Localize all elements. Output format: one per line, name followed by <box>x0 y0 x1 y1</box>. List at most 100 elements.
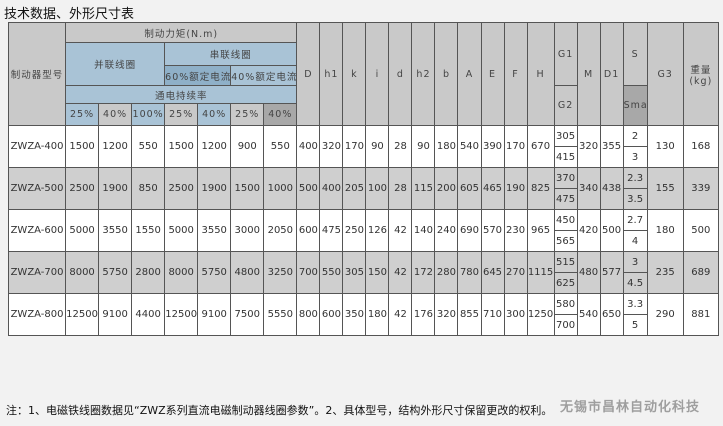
dim-cell: 42 <box>388 209 413 252</box>
dim-cell: 140 <box>411 209 436 252</box>
torque-cell: 2500 <box>164 167 199 210</box>
torque-cell: 1550 <box>131 209 166 252</box>
weight-cell: 500 <box>682 209 720 252</box>
header-series: 串联线圈 <box>164 42 298 66</box>
dim-cell: 300 <box>503 293 528 336</box>
header-k: k <box>342 22 367 126</box>
weight-cell: 881 <box>682 293 720 336</box>
table-row: ZWZA-600 5000 3550 1550 5000 3550 3000 2050 600 4… <box>7 209 720 252</box>
watermark-text: 无锡市昌林自动化科技 <box>560 400 701 415</box>
m-cell: 340 <box>576 167 601 210</box>
g2-cell: 475 <box>553 188 578 210</box>
g3-cell: 130 <box>646 125 684 168</box>
dim-cell: 670 <box>526 125 555 168</box>
model-cell: ZWZA-800 <box>7 293 67 336</box>
dim-cell: 965 <box>526 209 555 252</box>
weight-cell: 689 <box>682 251 720 294</box>
header-duty-5: 25% <box>230 103 265 126</box>
model-cell: ZWZA-600 <box>7 209 67 252</box>
header-duty: 通电持续率 <box>65 85 298 104</box>
model-cell: ZWZA-500 <box>7 167 67 210</box>
torque-cell: 3550 <box>197 209 232 252</box>
page-title: 技术数据、外形尺寸表 <box>4 7 135 22</box>
dim-cell: 280 <box>434 251 459 294</box>
d1-cell: 500 <box>599 209 624 252</box>
dim-cell: 465 <box>480 167 505 210</box>
m-cell: 420 <box>576 209 601 252</box>
torque-cell: 2050 <box>263 209 298 252</box>
dim-cell: 28 <box>388 125 413 168</box>
header-h1: h1 <box>319 22 344 126</box>
dim-cell: 42 <box>388 293 413 336</box>
g3-cell: 155 <box>646 167 684 210</box>
smax-cell: 5 <box>622 314 648 336</box>
header-series-60: 60%额定电流 <box>164 65 232 86</box>
dim-cell: 115 <box>411 167 436 210</box>
footnote: 注：1、电磁铁线圈数据见“ZWZ系列直流电磁制动器线圈参数”。2、具体型号，结构… <box>6 404 553 417</box>
torque-cell: 12500 <box>164 293 199 336</box>
torque-cell: 8000 <box>65 251 100 294</box>
d1-cell: 650 <box>599 293 624 336</box>
m-cell: 320 <box>576 125 601 168</box>
dim-cell: 90 <box>365 125 390 168</box>
dim-cell: 126 <box>365 209 390 252</box>
table-row: ZWZA-400 1500 1200 550 1500 1200 900 550 400 320 1… <box>7 125 720 168</box>
header-f: F <box>503 22 528 126</box>
s-cell: 2.3 <box>622 167 648 189</box>
torque-cell: 2500 <box>65 167 100 210</box>
g1-cell: 580 <box>553 293 578 315</box>
dim-cell: 550 <box>319 251 344 294</box>
dim-cell: 100 <box>365 167 390 210</box>
torque-cell: 900 <box>230 125 265 168</box>
s-cell: 2 <box>622 125 648 147</box>
dim-cell: 180 <box>434 125 459 168</box>
torque-cell: 3000 <box>230 209 265 252</box>
smax-cell: 3.5 <box>622 188 648 210</box>
header-duty-2: 100% <box>131 103 166 126</box>
header-torque: 制动力矩(N.m) <box>65 22 298 43</box>
s-cell: 2.7 <box>622 209 648 231</box>
header-model: 制动器型号 <box>7 22 67 126</box>
dim-cell: 710 <box>480 293 505 336</box>
dim-cell: 180 <box>365 293 390 336</box>
header-series-40: 40%额定电流 <box>230 65 298 86</box>
torque-cell: 1500 <box>65 125 100 168</box>
torque-cell: 5550 <box>263 293 298 336</box>
dim-cell: 800 <box>296 293 321 336</box>
header-a: A <box>457 22 482 126</box>
torque-cell: 1200 <box>197 125 232 168</box>
torque-cell: 5750 <box>197 251 232 294</box>
torque-cell: 2800 <box>131 251 166 294</box>
s-cell: 3.3 <box>622 293 648 315</box>
header-weight: 重量(kg) <box>682 22 720 126</box>
dim-cell: 205 <box>342 167 367 210</box>
dim-cell: 250 <box>342 209 367 252</box>
g3-cell: 235 <box>646 251 684 294</box>
dim-cell: 570 <box>480 209 505 252</box>
torque-cell: 1500 <box>164 125 199 168</box>
torque-cell: 5000 <box>164 209 199 252</box>
header-duty-0: 25% <box>65 103 100 126</box>
model-cell: ZWZA-400 <box>7 125 67 168</box>
dim-cell: 475 <box>319 209 344 252</box>
table-row: ZWZA-800 12500 9100 4400 12500 9100 7500 5550 80… <box>7 293 720 336</box>
dim-cell: 320 <box>434 293 459 336</box>
dim-cell: 605 <box>457 167 482 210</box>
torque-cell: 5000 <box>65 209 100 252</box>
torque-cell: 1900 <box>98 167 133 210</box>
header-i: i <box>365 22 390 126</box>
torque-cell: 9100 <box>197 293 232 336</box>
m-cell: 480 <box>576 251 601 294</box>
torque-cell: 8000 <box>164 251 199 294</box>
header-d: D <box>296 22 321 126</box>
header-g3: G3 <box>646 22 684 126</box>
d1-cell: 438 <box>599 167 624 210</box>
dim-cell: 170 <box>503 125 528 168</box>
g2-cell: 565 <box>553 230 578 252</box>
dim-cell: 700 <box>296 251 321 294</box>
torque-cell: 1000 <box>263 167 298 210</box>
torque-cell: 3250 <box>263 251 298 294</box>
dim-cell: 500 <box>296 167 321 210</box>
torque-cell: 4400 <box>131 293 166 336</box>
dim-cell: 350 <box>342 293 367 336</box>
